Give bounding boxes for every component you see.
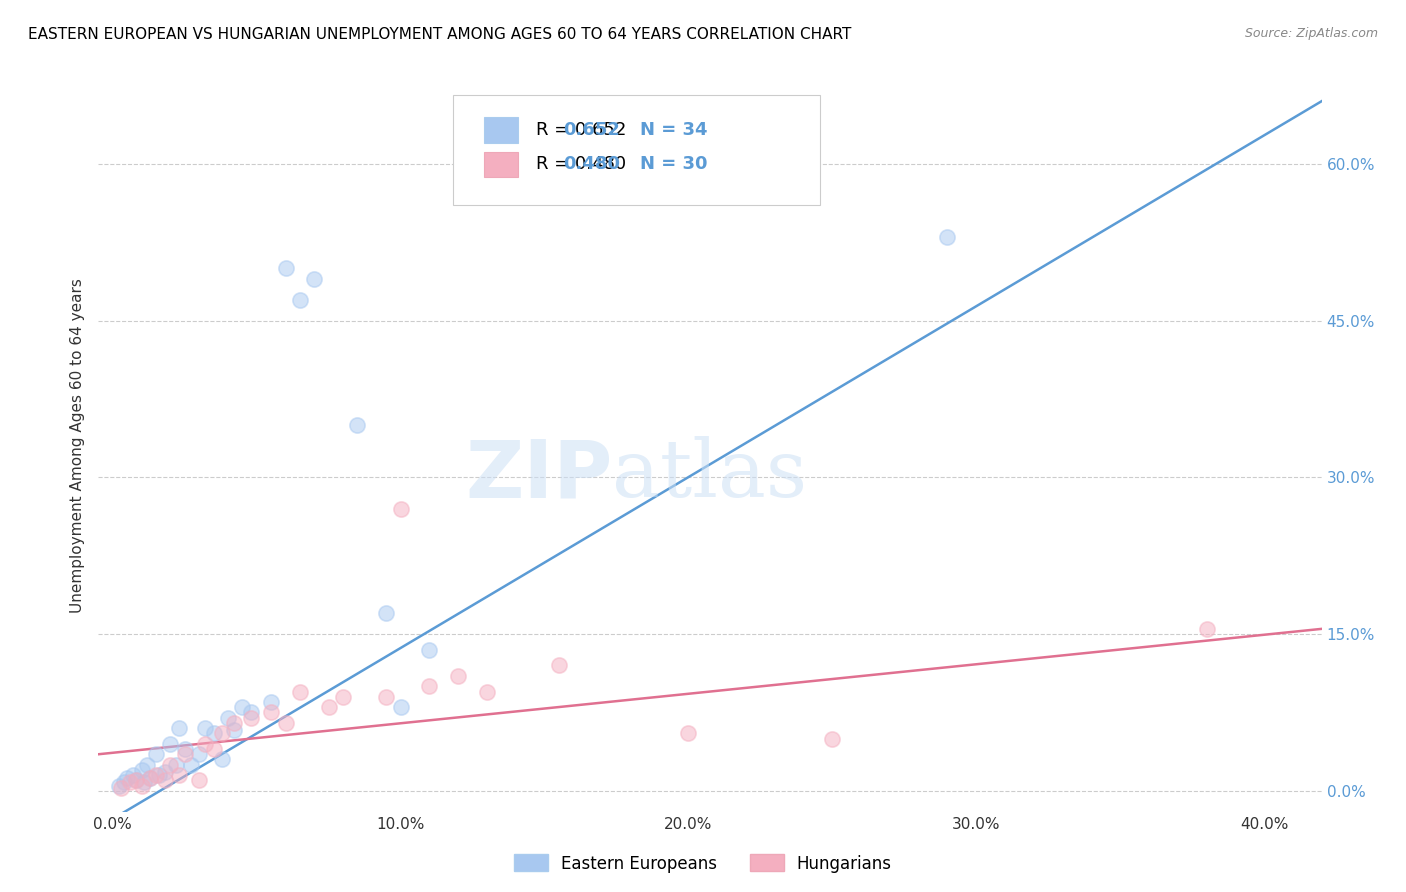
Point — [239, 711, 262, 725]
Point — [211, 752, 233, 766]
Point — [231, 700, 253, 714]
Text: N = 34: N = 34 — [640, 121, 707, 139]
Point — [173, 747, 195, 762]
Point — [110, 780, 132, 795]
Point — [194, 737, 217, 751]
Legend: Eastern Europeans, Hungarians: Eastern Europeans, Hungarians — [508, 847, 898, 880]
Point — [375, 690, 398, 704]
Point — [167, 721, 190, 735]
FancyBboxPatch shape — [453, 95, 820, 204]
Point — [389, 501, 412, 516]
Text: R = 0.652: R = 0.652 — [536, 121, 627, 139]
Point — [288, 293, 311, 307]
Point — [346, 418, 368, 433]
Point — [153, 773, 176, 788]
Text: ZIP: ZIP — [465, 436, 612, 515]
FancyBboxPatch shape — [484, 152, 517, 178]
Point — [418, 679, 440, 693]
Point — [115, 772, 138, 786]
Point — [107, 779, 129, 793]
Point — [304, 272, 326, 286]
Point — [159, 757, 181, 772]
Point — [260, 706, 283, 720]
Point — [139, 772, 162, 786]
Point — [288, 684, 311, 698]
Text: atlas: atlas — [612, 436, 807, 515]
Point — [120, 775, 142, 789]
Text: 0.652: 0.652 — [564, 121, 620, 139]
Point — [217, 711, 239, 725]
Point — [332, 690, 354, 704]
Point — [180, 757, 202, 772]
Text: 0.480: 0.480 — [564, 155, 620, 173]
Point — [112, 775, 135, 789]
Point — [165, 757, 187, 772]
Point — [1195, 622, 1218, 636]
Point — [821, 731, 844, 746]
Point — [548, 658, 571, 673]
Point — [274, 715, 297, 730]
Text: R = 0.480: R = 0.480 — [536, 155, 627, 173]
Text: N = 30: N = 30 — [640, 155, 707, 173]
Point — [122, 768, 145, 782]
Point — [173, 742, 195, 756]
Point — [418, 642, 440, 657]
Point — [145, 747, 167, 762]
Point — [239, 706, 262, 720]
Point — [375, 606, 398, 620]
Point — [318, 700, 340, 714]
Y-axis label: Unemployment Among Ages 60 to 64 years: Unemployment Among Ages 60 to 64 years — [69, 278, 84, 614]
Point — [936, 230, 959, 244]
FancyBboxPatch shape — [484, 117, 517, 143]
Point — [167, 768, 190, 782]
Point — [125, 773, 148, 788]
Point — [136, 757, 159, 772]
Point — [678, 726, 700, 740]
Point — [188, 747, 211, 762]
Text: EASTERN EUROPEAN VS HUNGARIAN UNEMPLOYMENT AMONG AGES 60 TO 64 YEARS CORRELATION: EASTERN EUROPEAN VS HUNGARIAN UNEMPLOYME… — [28, 27, 852, 42]
Point — [148, 768, 170, 782]
Point — [159, 737, 181, 751]
Point — [274, 261, 297, 276]
Point — [389, 700, 412, 714]
Point — [202, 742, 225, 756]
Point — [202, 726, 225, 740]
Point — [188, 773, 211, 788]
Point — [139, 772, 162, 786]
Point — [153, 764, 176, 779]
Point — [134, 775, 156, 789]
Point — [194, 721, 217, 735]
Point — [211, 726, 233, 740]
Point — [475, 684, 498, 698]
Point — [145, 768, 167, 782]
Point — [447, 669, 470, 683]
Point — [222, 715, 245, 730]
Point — [131, 779, 153, 793]
Point — [260, 695, 283, 709]
Text: Source: ZipAtlas.com: Source: ZipAtlas.com — [1244, 27, 1378, 40]
Point — [222, 723, 245, 738]
Point — [125, 773, 148, 788]
Point — [131, 763, 153, 777]
